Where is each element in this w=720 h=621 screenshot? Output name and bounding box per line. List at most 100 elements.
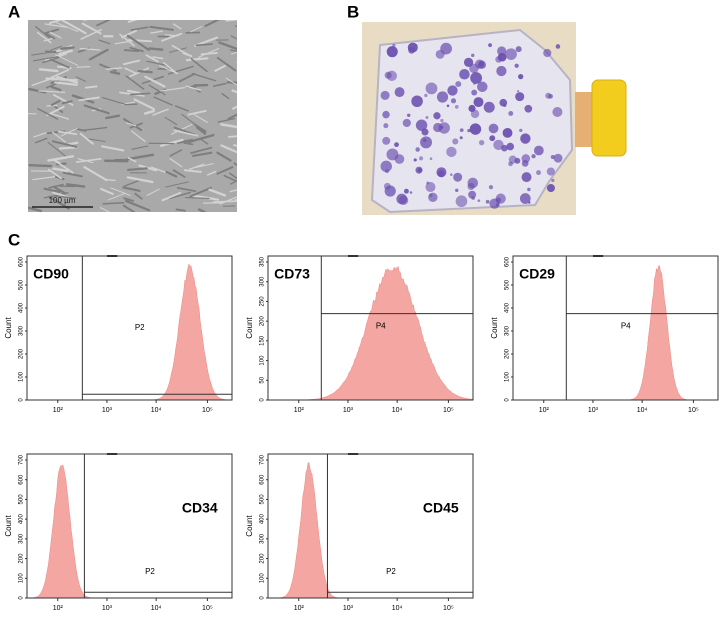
marker-label: CD45 bbox=[423, 499, 459, 515]
histogram bbox=[268, 266, 473, 400]
colony bbox=[455, 81, 461, 87]
y-tick-label: 400 bbox=[260, 513, 266, 524]
colony bbox=[519, 129, 522, 132]
scale-bar-label: 100 µm bbox=[49, 196, 76, 205]
colony bbox=[460, 136, 463, 139]
colony bbox=[486, 200, 490, 204]
colony bbox=[450, 173, 453, 176]
colony bbox=[399, 196, 408, 205]
colony bbox=[516, 46, 522, 52]
colony bbox=[515, 64, 519, 68]
cell bbox=[139, 71, 152, 72]
colony bbox=[385, 169, 389, 173]
histogram bbox=[268, 463, 473, 598]
y-tick-label: 250 bbox=[260, 296, 266, 307]
colony bbox=[489, 124, 499, 134]
colony bbox=[471, 110, 479, 118]
colony bbox=[430, 157, 433, 160]
x-tick-label: 10⁴ bbox=[392, 605, 403, 612]
y-tick-label: 600 bbox=[19, 474, 25, 485]
y-axis-label: Count bbox=[4, 515, 13, 537]
x-tick-label: 10² bbox=[53, 605, 64, 612]
colony bbox=[496, 194, 506, 204]
colony bbox=[384, 183, 391, 190]
x-tick-label: 10⁵ bbox=[202, 605, 213, 612]
colony bbox=[433, 112, 440, 119]
colony bbox=[464, 58, 473, 67]
colony bbox=[414, 158, 417, 161]
colony bbox=[394, 142, 399, 147]
colony bbox=[547, 167, 555, 175]
y-tick-label: 100 bbox=[505, 371, 511, 382]
colony bbox=[470, 123, 481, 134]
marker-label: CD73 bbox=[274, 265, 310, 281]
x-tick-label: 10⁵ bbox=[443, 407, 454, 414]
colony bbox=[438, 122, 449, 133]
y-tick-label: 100 bbox=[19, 573, 25, 584]
colony bbox=[452, 138, 458, 144]
colony bbox=[415, 147, 419, 151]
colony bbox=[395, 87, 405, 97]
colony bbox=[522, 172, 532, 182]
x-tick-label: 10⁴ bbox=[151, 605, 162, 612]
colony bbox=[440, 119, 443, 122]
x-tick-label: 10³ bbox=[588, 407, 599, 414]
y-tick-label: 400 bbox=[19, 302, 25, 313]
colony bbox=[515, 92, 524, 101]
y-tick-label: 300 bbox=[260, 276, 266, 287]
x-tick-label: 10³ bbox=[343, 605, 354, 612]
y-tick-label: 600 bbox=[19, 256, 25, 267]
colony bbox=[489, 185, 493, 189]
colony bbox=[524, 105, 532, 113]
colony bbox=[455, 105, 459, 109]
y-axis-label: Count bbox=[245, 515, 254, 537]
x-tick-label: 10³ bbox=[102, 407, 113, 414]
colony bbox=[488, 43, 492, 47]
gate-label: P2 bbox=[135, 323, 145, 332]
colony bbox=[437, 91, 448, 102]
y-tick-label: 300 bbox=[19, 533, 25, 544]
y-tick-label: 150 bbox=[260, 335, 266, 346]
colony bbox=[527, 188, 530, 191]
y-tick-label: 100 bbox=[260, 355, 266, 366]
colony bbox=[426, 182, 429, 185]
cell bbox=[149, 48, 162, 49]
colony bbox=[477, 82, 487, 92]
colony bbox=[383, 123, 388, 128]
colony bbox=[479, 62, 483, 66]
colony bbox=[503, 128, 513, 138]
y-axis-label: Count bbox=[4, 317, 13, 339]
y-tick-label: 200 bbox=[260, 315, 266, 326]
y-tick-label: 50 bbox=[260, 376, 266, 383]
y-tick-label: 500 bbox=[260, 494, 266, 505]
gate-label: P2 bbox=[145, 567, 155, 576]
colony bbox=[395, 154, 405, 164]
y-axis-label: Count bbox=[245, 317, 254, 339]
flask-cap bbox=[592, 80, 626, 156]
colony bbox=[473, 82, 475, 84]
cell bbox=[103, 203, 124, 204]
colony bbox=[408, 43, 418, 53]
colony bbox=[415, 44, 417, 46]
y-tick-label: 200 bbox=[260, 553, 266, 564]
colony bbox=[441, 126, 444, 129]
colony bbox=[446, 147, 456, 157]
y-tick-label: 500 bbox=[19, 279, 25, 290]
colony bbox=[479, 140, 484, 145]
cell bbox=[61, 47, 73, 48]
colony bbox=[381, 91, 390, 100]
y-tick-label: 300 bbox=[260, 533, 266, 544]
colony bbox=[424, 94, 427, 97]
panel-label: C bbox=[8, 230, 20, 249]
colony bbox=[506, 143, 514, 151]
colony bbox=[489, 135, 495, 141]
colony bbox=[478, 199, 481, 202]
y-tick-label: 100 bbox=[260, 573, 266, 584]
colony bbox=[543, 49, 551, 57]
y-tick-label: 350 bbox=[260, 256, 266, 267]
x-tick-label: 10³ bbox=[343, 407, 354, 414]
colony bbox=[501, 145, 508, 152]
y-tick-label: 400 bbox=[505, 302, 511, 313]
